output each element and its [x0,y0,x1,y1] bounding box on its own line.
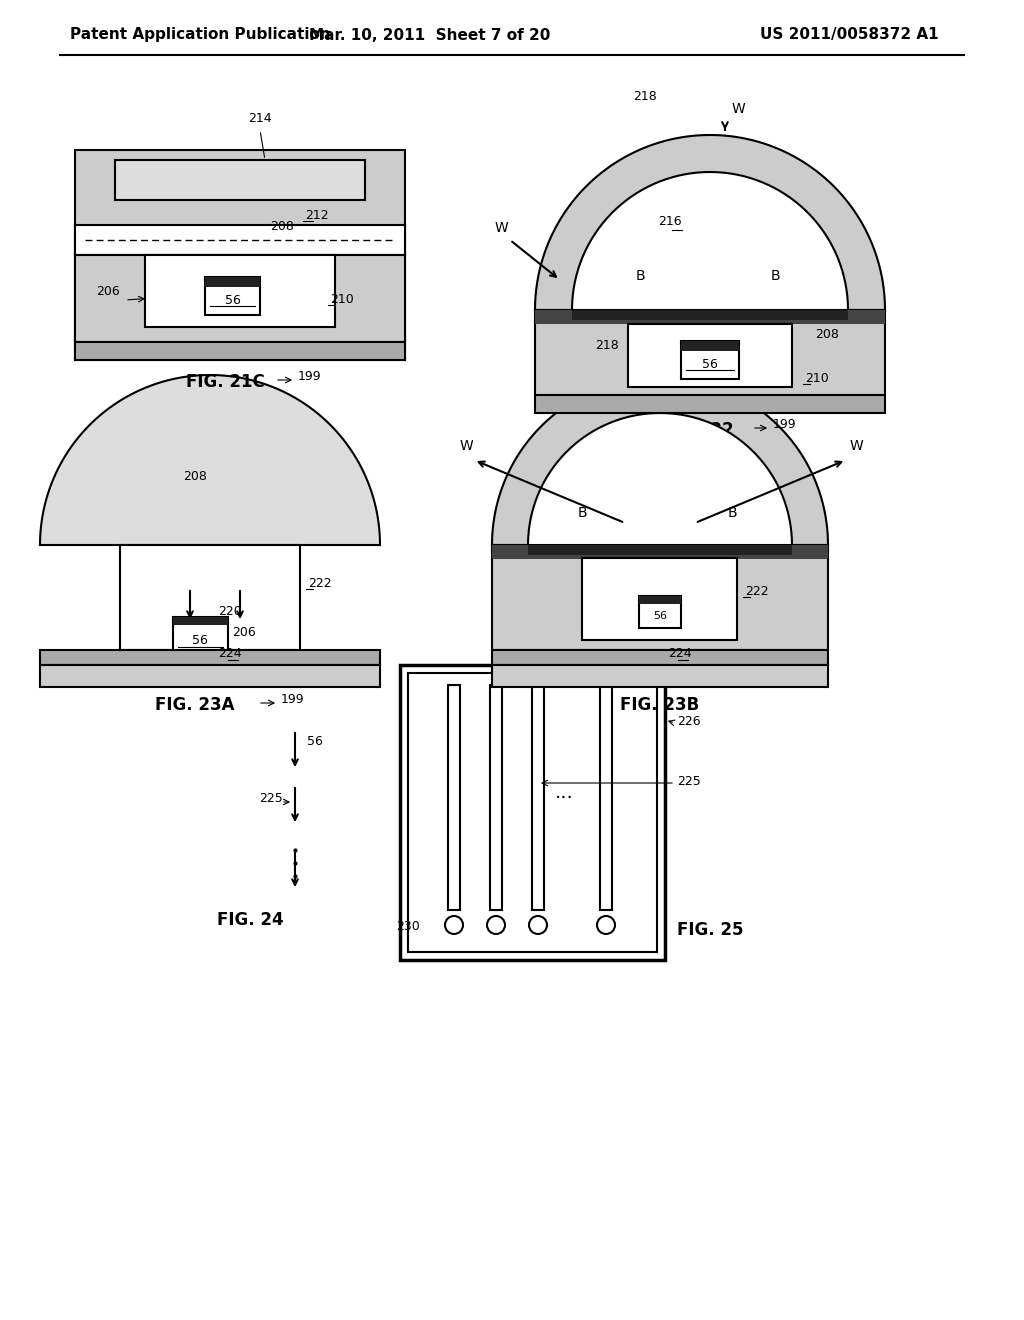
Text: 199: 199 [773,418,797,432]
Text: 224: 224 [669,647,692,660]
Circle shape [487,916,505,935]
Text: W: W [495,220,509,235]
Text: 56: 56 [702,358,718,371]
Bar [205,277,260,315]
Text: 226: 226 [677,715,700,729]
Bar [75,342,406,360]
Bar [492,649,828,665]
Text: FIG. 23B: FIG. 23B [621,696,699,714]
Text: 214: 214 [248,112,271,125]
Bar [639,597,681,628]
Circle shape [529,916,547,935]
Text: 218: 218 [633,90,656,103]
Bar [145,255,335,327]
Text: 224: 224 [218,647,242,660]
Bar [535,310,885,395]
Text: 216: 216 [658,215,682,228]
Text: 210: 210 [330,293,353,306]
Bar [172,616,227,624]
Bar [572,310,848,319]
Text: 225: 225 [677,775,700,788]
Text: 208: 208 [183,470,207,483]
Text: 56: 56 [224,293,241,306]
Bar [528,545,792,554]
Text: 199: 199 [298,370,322,383]
Bar [492,665,828,686]
Polygon shape [40,375,380,545]
Text: 208: 208 [270,220,294,234]
Text: 210: 210 [805,372,828,385]
Bar [681,341,739,379]
Bar [681,341,739,351]
Bar [115,160,365,201]
Bar [628,323,792,387]
Polygon shape [572,172,848,310]
Text: B: B [728,506,737,520]
Text: FIG. 25: FIG. 25 [677,921,743,939]
Text: B: B [770,269,780,282]
Text: FIG. 24: FIG. 24 [217,911,284,929]
Text: FIG. 21C: FIG. 21C [185,374,264,391]
Text: 218: 218 [595,339,618,352]
Polygon shape [528,413,792,545]
Text: FIG. 23A: FIG. 23A [156,696,234,714]
Bar [582,558,737,640]
Text: US 2011/0058372 A1: US 2011/0058372 A1 [760,28,939,42]
Bar [490,685,502,909]
Text: W: W [732,102,745,116]
Text: 56: 56 [193,634,208,647]
Bar [172,616,227,655]
Bar [535,395,885,413]
Text: W: W [850,440,864,453]
Bar [400,665,665,960]
Bar [449,685,460,909]
Text: B: B [635,269,645,282]
Text: 56: 56 [307,735,323,748]
Text: ...: ... [555,783,573,801]
Polygon shape [535,135,885,310]
Text: W: W [460,440,474,453]
Text: Mar. 10, 2011  Sheet 7 of 20: Mar. 10, 2011 Sheet 7 of 20 [309,28,551,42]
Text: 208: 208 [815,327,839,341]
Text: 206: 206 [232,626,256,639]
Circle shape [445,916,463,935]
Circle shape [597,916,615,935]
Polygon shape [492,378,828,545]
Bar [600,685,612,909]
Bar [205,277,260,286]
Bar [75,255,406,342]
Text: 212: 212 [305,209,329,222]
Text: 199: 199 [281,693,304,706]
Text: 222: 222 [308,577,332,590]
Bar [40,649,380,665]
Bar [408,673,657,952]
Text: 222: 222 [745,585,769,598]
Bar [492,545,828,558]
Text: FIG. 22: FIG. 22 [667,421,733,440]
Text: 220: 220 [218,605,242,618]
Bar [535,310,885,323]
Bar [492,545,828,649]
Text: 230: 230 [396,920,420,933]
Bar [532,685,544,909]
Text: 206: 206 [96,285,120,298]
Bar [40,665,380,686]
Text: 56: 56 [653,611,667,620]
Bar [75,150,406,360]
Bar [639,597,681,605]
Text: Patent Application Publication: Patent Application Publication [70,28,331,42]
Text: B: B [578,506,588,520]
Bar [120,545,300,649]
Text: 225: 225 [259,792,283,805]
Bar [75,224,406,255]
